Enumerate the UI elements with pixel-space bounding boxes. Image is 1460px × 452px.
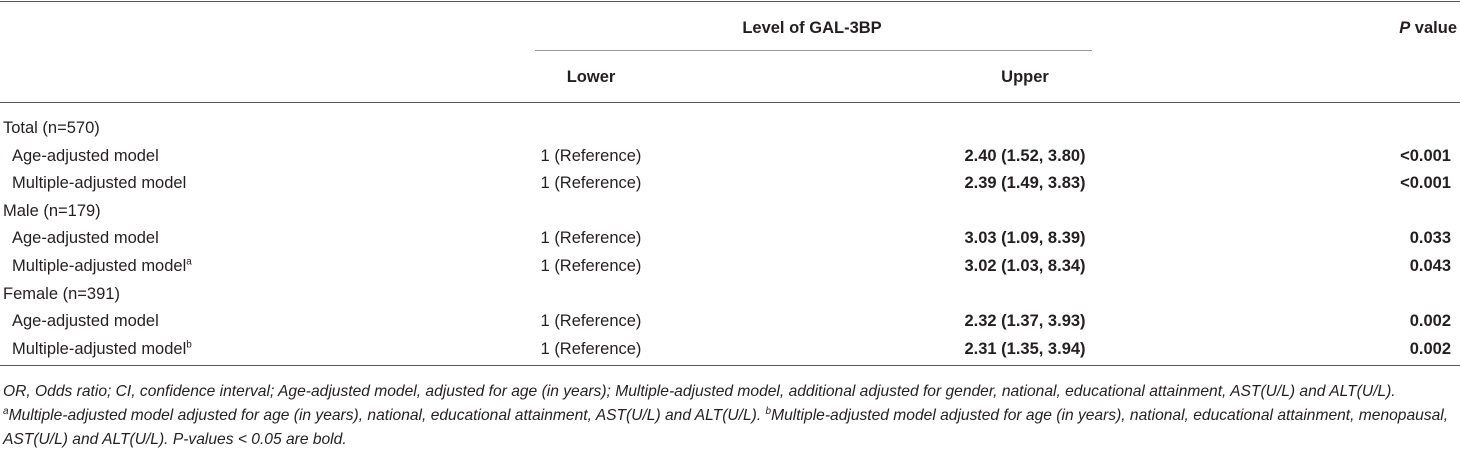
group-rule xyxy=(535,50,1092,51)
lower-cell: 1 (Reference) xyxy=(540,339,642,358)
label-text: Multiple-adjusted model xyxy=(12,257,187,275)
lower-header: Lower xyxy=(566,68,616,86)
p-cell: 0.002 xyxy=(1409,312,1451,331)
p-cell: <0.001 xyxy=(1400,174,1451,193)
p-cell: 0.043 xyxy=(1409,257,1451,275)
label-text: Age-adjusted model xyxy=(12,312,159,331)
row-label: Multiple-adjusted model xyxy=(12,173,186,193)
p-cell: <0.001 xyxy=(1400,146,1451,165)
upper-cell: 3.02 (1.03, 8.34) xyxy=(964,257,1086,275)
footnote-mark: a xyxy=(3,405,9,417)
row-label: Age-adjusted model xyxy=(12,146,159,166)
footnote-text: Multiple-adjusted model adjusted for age… xyxy=(8,407,766,424)
upper-cell: 2.32 (1.37, 3.93) xyxy=(964,312,1086,331)
footnote: OR, Odds ratio; CI, confidence interval;… xyxy=(3,380,1459,452)
group-label: Total (n=570) xyxy=(3,118,100,138)
p-italic: P xyxy=(1399,19,1411,37)
label-text: Total (n=570) xyxy=(3,119,100,137)
label-text: Age-adjusted model xyxy=(12,146,159,165)
lower-cell: 1 (Reference) xyxy=(540,146,642,165)
footnote-text: Multiple-adjusted model adjusted for age… xyxy=(3,407,1449,448)
p-header: P value xyxy=(1399,18,1457,38)
row-label: Age-adjusted model xyxy=(12,311,159,331)
p-text: value xyxy=(1414,19,1457,37)
label-text: Male (n=179) xyxy=(3,201,101,220)
row-label: Multiple-adjusted modela xyxy=(12,256,192,276)
lower-cell: 1 (Reference) xyxy=(540,229,642,248)
label-text: Female (n=391) xyxy=(3,284,120,303)
bottom-rule xyxy=(0,365,1460,366)
group-header: Level of GAL-3BP xyxy=(742,19,882,37)
label-text: Age-adjusted model xyxy=(12,229,159,248)
lower-cell: 1 (Reference) xyxy=(540,257,642,275)
label-text: Multiple-adjusted model xyxy=(12,339,187,358)
upper-cell: 3.03 (1.09, 8.39) xyxy=(964,229,1086,248)
upper-cell: 2.31 (1.35, 3.94) xyxy=(964,339,1086,358)
upper-header: Upper xyxy=(1001,68,1049,86)
footnote-mark: a xyxy=(186,256,192,268)
p-cell: 0.002 xyxy=(1409,339,1451,358)
top-rule xyxy=(0,1,1460,2)
upper-cell: 2.40 (1.52, 3.80) xyxy=(964,146,1086,165)
lower-cell: 1 (Reference) xyxy=(540,174,642,193)
label-text: Multiple-adjusted model xyxy=(12,174,187,193)
upper-cell: 2.39 (1.49, 3.83) xyxy=(964,174,1086,193)
header-rule xyxy=(0,102,1460,103)
lower-cell: 1 (Reference) xyxy=(540,312,642,331)
row-label: Multiple-adjusted modelb xyxy=(12,339,192,359)
footnote-text: OR, Odds ratio; CI, confidence interval;… xyxy=(3,383,1396,400)
group-label: Female (n=391) xyxy=(3,284,120,304)
footnote-mark: b xyxy=(765,405,772,417)
footnote-mark: b xyxy=(186,339,192,351)
group-label: Male (n=179) xyxy=(3,201,101,221)
row-label: Age-adjusted model xyxy=(12,228,159,248)
p-cell: 0.033 xyxy=(1409,229,1451,248)
